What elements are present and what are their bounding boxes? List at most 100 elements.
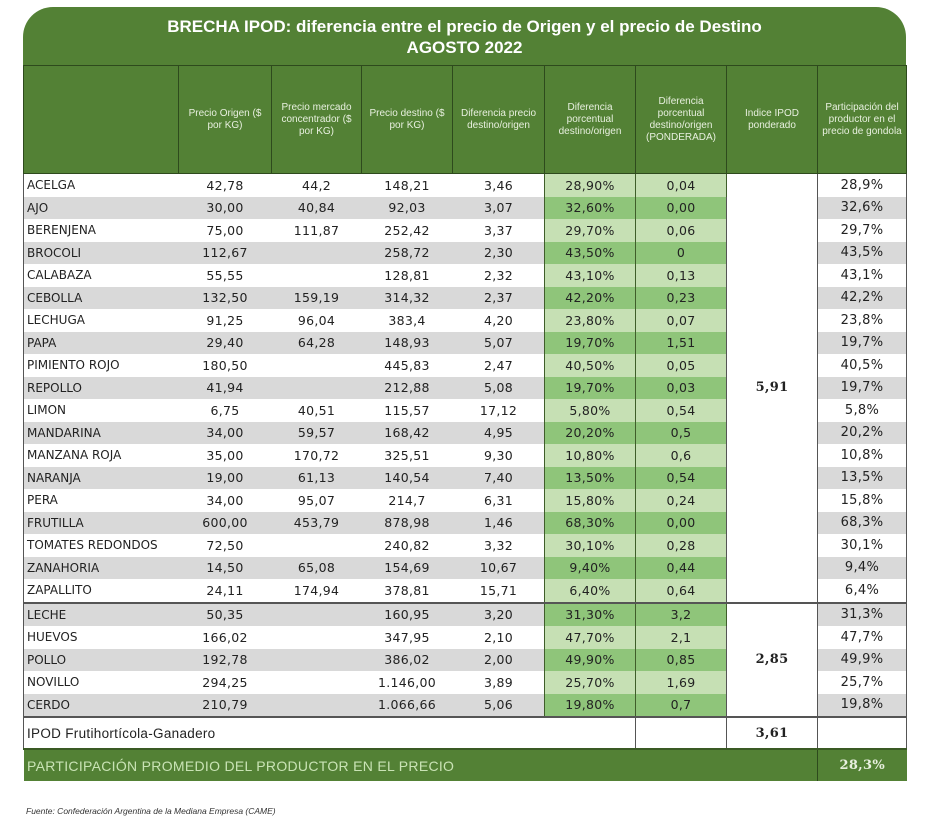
source-note: Fuente: Confederación Argentina de la Me… [26,806,276,816]
cell-precio-mercado [271,376,362,399]
cell-diferencia-porcentual: 20,20% [544,421,636,444]
cell-precio-mercado: 111,87 [271,219,362,242]
cell-precio-destino: 140,54 [361,466,453,489]
cell-precio-origen: 91,25 [178,309,272,332]
cell-diferencia-porcentual: 47,70% [544,626,636,649]
cell-precio-mercado [271,626,362,649]
cell-precio-origen: 41,94 [178,376,272,399]
cell-participacion: 43,5% [817,241,907,264]
cell-diferencia-porcentual: 32,60% [544,196,636,219]
table-row: FRUTILLA 600,00 453,79 878,98 1,46 68,30% 0,00… [23,511,907,534]
cell-product-name: BROCOLI [23,241,179,264]
cell-diferencia-precio: 17,12 [452,399,545,422]
col-header-precio-mercado: Precio mercado concentrador ($ por KG) [271,65,362,174]
cell-precio-origen: 210,79 [178,693,272,717]
cell-diferencia-porcentual: 68,30% [544,511,636,534]
cell-diferencia-porcentual: 19,70% [544,376,636,399]
cell-participacion: 19,7% [817,331,907,354]
cell-precio-mercado: 59,57 [271,421,362,444]
cell-product-name: ACELGA [23,173,179,197]
cell-precio-destino: 347,95 [361,626,453,649]
cell-precio-origen: 132,50 [178,286,272,309]
cell-precio-mercado: 159,19 [271,286,362,309]
cell-diferencia-ponderada: 0,13 [635,264,727,287]
table-row: CERDO 210,79 1.066,66 5,06 19,80% 0,7 19,8% [23,693,907,717]
cell-precio-destino: 128,81 [361,264,453,287]
cell-precio-destino: 154,69 [361,556,453,579]
table-row: LIMON 6,75 40,51 115,57 17,12 5,80% 0,54 5,8% [23,399,907,422]
cell-diferencia-precio: 1,46 [452,511,545,534]
cell-diferencia-porcentual: 49,90% [544,648,636,671]
cell-precio-mercado: 40,51 [271,399,362,422]
cell-diferencia-ponderada: 0,6 [635,444,727,467]
cell-precio-destino: 325,51 [361,444,453,467]
cell-participacion: 47,7% [817,626,907,649]
ipod-table-container: BRECHA IPOD: diferencia entre el precio … [23,7,907,781]
cell-precio-origen: 29,40 [178,331,272,354]
cell-precio-destino: 1.066,66 [361,693,453,717]
average-participation-value: 28,3% [817,748,907,781]
cell-participacion: 43,1% [817,264,907,287]
cell-participacion: 5,8% [817,399,907,422]
cell-diferencia-porcentual: 43,50% [544,241,636,264]
cell-participacion: 13,5% [817,466,907,489]
table-row: POLLO 192,78 386,02 2,00 49,90% 0,85 49,9% [23,648,907,671]
col-header-precio-destino: Precio destino ($ por KG) [361,65,453,174]
cell-product-name: PAPA [23,331,179,354]
cell-diferencia-ponderada: 0,5 [635,421,727,444]
table-row: LECHUGA 91,25 96,04 383,4 4,20 23,80% 0,07 23,8… [23,309,907,332]
cell-precio-mercado: 174,94 [271,579,362,603]
cell-diferencia-ponderada: 0,54 [635,399,727,422]
cell-precio-destino: 314,32 [361,286,453,309]
cell-precio-mercado [271,671,362,694]
cell-diferencia-precio: 3,20 [452,601,545,626]
table-row: LECHE 50,35 160,95 3,20 31,30% 3,2 2,85 31,3% [23,601,907,717]
cell-precio-origen: 55,55 [178,264,272,287]
cell-precio-destino: 212,88 [361,376,453,399]
table-row: MANZANA ROJA 35,00 170,72 325,51 9,30 10,80% 0… [23,444,907,467]
cell-participacion: 28,9% [817,173,907,197]
cell-precio-origen: 166,02 [178,626,272,649]
cell-participacion: 30,1% [817,534,907,557]
cell-participacion: 9,4% [817,556,907,579]
table-row: PIMIENTO ROJO 180,50 445,83 2,47 40,50% 0,05 4… [23,354,907,377]
cell-diferencia-precio: 2,10 [452,626,545,649]
cell-precio-destino: 168,42 [361,421,453,444]
col-header-participacion: Participación del productor en el precio… [817,65,907,174]
cell-participacion: 23,8% [817,309,907,332]
cell-precio-mercado: 40,84 [271,196,362,219]
col-header-diferencia-ponderada: Diferencia porcentual destino/origen (PO… [635,65,727,174]
cell-participacion: 29,7% [817,219,907,242]
cell-product-name: REPOLLO [23,376,179,399]
cell-diferencia-precio: 3,07 [452,196,545,219]
cell-precio-origen: 72,50 [178,534,272,557]
cell-diferencia-ponderada: 0,64 [635,579,727,603]
cell-precio-destino: 378,81 [361,579,453,603]
cell-diferencia-precio: 9,30 [452,444,545,467]
cell-participacion: 32,6% [817,196,907,219]
cell-diferencia-precio: 6,31 [452,489,545,512]
cell-product-name: LECHE [23,601,179,626]
ipod-total-label: IPOD Frutihortícola-Ganadero [23,716,636,749]
cell-precio-mercado [271,693,362,717]
cell-diferencia-precio: 3,37 [452,219,545,242]
cell-diferencia-precio: 2,32 [452,264,545,287]
table-row: AJO 30,00 40,84 92,03 3,07 32,60% 0,00 32,6% [23,196,907,219]
cell-product-name: LECHUGA [23,309,179,332]
col-header-indice-ipod: Indice IPOD ponderado [726,65,818,174]
cell-diferencia-precio: 2,47 [452,354,545,377]
table-row: PAPA 29,40 64,28 148,93 5,07 19,70% 1,51 19,7% [23,331,907,354]
cell-diferencia-porcentual: 23,80% [544,309,636,332]
cell-diferencia-ponderada: 0,85 [635,648,727,671]
cell-diferencia-porcentual: 40,50% [544,354,636,377]
cell-participacion: 19,8% [817,693,907,717]
cell-precio-destino: 383,4 [361,309,453,332]
cell-precio-origen: 30,00 [178,196,272,219]
cell-precio-mercado: 170,72 [271,444,362,467]
cell-precio-destino: 445,83 [361,354,453,377]
cell-diferencia-porcentual: 6,40% [544,579,636,603]
cell-participacion: 31,3% [817,601,907,626]
cell-product-name: NOVILLO [23,671,179,694]
ipod-total-row: IPOD Frutihortícola-Ganadero 3,61 [23,716,907,749]
table-row: ACELGA 42,78 44,2 148,21 3,46 28,90% 0,04 5,91 2… [23,173,907,603]
